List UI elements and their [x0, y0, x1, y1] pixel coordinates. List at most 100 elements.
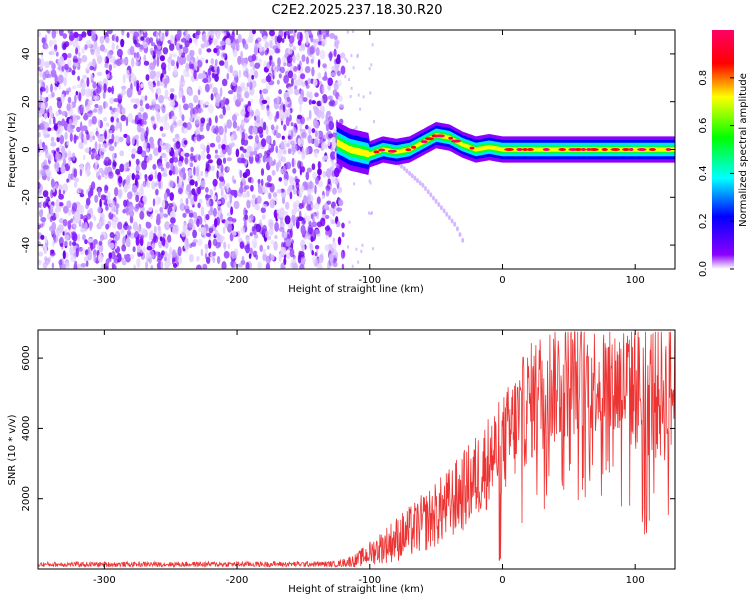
noise-blob [68, 158, 72, 167]
noise-blob [287, 148, 292, 155]
noise-blob [305, 215, 311, 223]
noise-blob [310, 58, 314, 64]
noise-blob [208, 104, 214, 114]
noise-blob [285, 201, 290, 210]
noise-blob [251, 194, 256, 200]
noise-blob [268, 192, 272, 200]
noise-blob [200, 206, 205, 217]
noise-blob [136, 180, 139, 189]
noise-blob [315, 176, 319, 185]
noise-blob [109, 232, 115, 239]
noise-blob [265, 135, 271, 144]
noise-blob [285, 161, 292, 170]
noise-blob [38, 259, 42, 266]
noise-blob [119, 122, 123, 133]
noise-blob [210, 57, 215, 65]
noise-blob [185, 208, 191, 214]
noise-blob [105, 223, 110, 230]
noise-blob [222, 157, 227, 164]
noise-blob [205, 59, 209, 64]
noise-blob [255, 254, 259, 260]
noise-blob [287, 70, 293, 79]
noise-blob [63, 240, 68, 247]
noise-blob [169, 93, 175, 100]
noise-blob [314, 106, 319, 116]
noise-blob [249, 151, 254, 158]
noise-blob [218, 143, 222, 150]
noise-blob [70, 102, 73, 112]
noise-blob [39, 70, 43, 78]
noise-blob [293, 187, 297, 195]
noise-blob [205, 187, 209, 193]
noise-blob [65, 90, 70, 95]
noise-blob [51, 201, 55, 207]
chart-title: C2E2.2025.237.18.30.R20 [271, 3, 442, 18]
noise-blob [245, 261, 250, 269]
noise-blob [118, 136, 124, 143]
noise-blob [260, 178, 264, 187]
noise-blob [190, 59, 194, 65]
noise-blob [283, 62, 287, 67]
noise-blob [131, 57, 135, 68]
noise-blob [292, 168, 297, 174]
noise-blob [214, 115, 218, 124]
noise-blob [150, 116, 155, 121]
noise-blob [66, 103, 71, 112]
noise-blob [145, 148, 150, 153]
noise-blob [53, 183, 59, 190]
noise-blob [282, 196, 285, 205]
noise-blob [170, 217, 176, 224]
noise-blob [181, 127, 188, 134]
noise-blob [290, 228, 293, 238]
noise-blob [59, 134, 65, 145]
noise-blob [214, 229, 219, 237]
noise-blob [86, 132, 90, 141]
noise-blob [64, 131, 68, 141]
noise-blob [237, 33, 242, 43]
snr-line [38, 331, 675, 569]
noise-blob [305, 38, 309, 46]
noise-blob [206, 198, 211, 207]
noise-blob [114, 141, 117, 148]
noise-speckle [368, 179, 371, 183]
noise-blob [131, 153, 136, 159]
noise-blob [161, 77, 166, 88]
noise-blob [276, 111, 280, 119]
noise-blob [122, 209, 127, 214]
noise-blob [78, 52, 81, 57]
noise-blob [177, 246, 182, 257]
y-tick-label: 0 [21, 146, 32, 152]
noise-blob [224, 124, 227, 134]
noise-blob [322, 170, 326, 178]
y-tick-label: 40 [21, 48, 32, 61]
noise-speckle [357, 260, 360, 264]
noise-blob [73, 168, 78, 178]
noise-blob [98, 240, 103, 246]
noise-blob [156, 57, 160, 67]
noise-blob [87, 112, 93, 118]
noise-blob [279, 217, 283, 224]
noise-blob [253, 46, 258, 56]
noise-blob [57, 74, 64, 84]
noise-blob [198, 198, 203, 204]
noise-speckle [357, 93, 360, 97]
noise-blob [157, 254, 163, 261]
colorbar-tick-label: 0.4 [698, 165, 709, 181]
noise-blob [273, 241, 278, 251]
noise-blob [161, 172, 168, 177]
noise-blob [129, 45, 135, 56]
noise-speckle [352, 66, 355, 70]
noise-blob [61, 118, 66, 127]
noise-blob [166, 261, 172, 267]
noise-blob [161, 133, 166, 138]
noise-blob [50, 136, 55, 142]
faint-trace-blob [455, 226, 459, 232]
ridge-peak [411, 145, 417, 149]
noise-blob [254, 203, 260, 211]
noise-blob [292, 73, 297, 81]
noise-blob [314, 184, 317, 195]
noise-blob [86, 213, 92, 220]
noise-blob [242, 148, 247, 153]
noise-blob [259, 30, 265, 35]
noise-blob [290, 122, 294, 127]
